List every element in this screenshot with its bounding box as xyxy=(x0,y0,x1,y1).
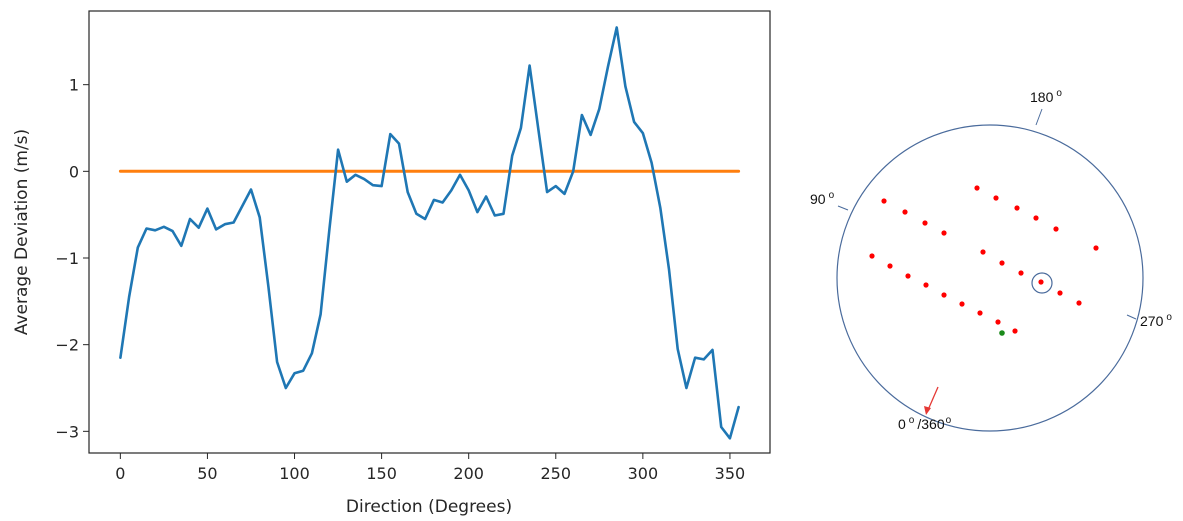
measurement-dot xyxy=(999,260,1005,266)
measurement-dot xyxy=(1093,245,1099,251)
measurement-dot xyxy=(977,310,983,316)
tick-270-leader xyxy=(1126,314,1137,320)
measurement-dot xyxy=(1076,300,1082,306)
x-axis-ticks: 0 50 100 150 200 250 300 350 xyxy=(115,453,745,483)
x-tick-label: 350 xyxy=(715,464,746,483)
y-axis-ticks: 1 0 −1 −2 −3 xyxy=(55,76,89,441)
y-tick-label: −1 xyxy=(55,249,79,268)
measurement-dot xyxy=(1012,328,1018,334)
measurement-dot xyxy=(995,319,1001,325)
measurement-dot xyxy=(887,263,893,269)
measurement-dot xyxy=(922,220,928,226)
x-tick-label: 0 xyxy=(115,464,125,483)
direction-arrow-icon xyxy=(924,386,939,415)
measurement-dot xyxy=(959,301,965,307)
measurement-dot xyxy=(993,195,999,201)
label-0-value: 0 xyxy=(898,416,906,432)
measurement-points xyxy=(869,185,1099,336)
tick-90-leader xyxy=(837,205,849,211)
label-270-value: 270 xyxy=(1140,313,1164,329)
tick-180-leader xyxy=(1035,108,1043,126)
measurement-dot xyxy=(1018,270,1024,276)
measurement-dot xyxy=(905,273,911,279)
x-tick-label: 300 xyxy=(628,464,659,483)
measurement-dot xyxy=(980,249,986,255)
y-tick-label: 1 xyxy=(69,76,79,95)
label-180-degree: o xyxy=(1056,88,1062,99)
measurement-dot xyxy=(974,185,980,191)
label-180: 180 o xyxy=(1030,88,1062,105)
label-180-value: 180 xyxy=(1030,89,1054,105)
deviation-line-chart: 0 50 100 150 200 250 300 350 1 0 −1 −2 −3 Direction… xyxy=(12,10,771,517)
x-tick-label: 200 xyxy=(453,464,484,483)
direction-compass-diagram: 180 o 90 o 270 o 0 o/360o xyxy=(810,88,1172,432)
y-tick-label: −2 xyxy=(55,336,79,355)
label-90: 90 o xyxy=(810,190,835,207)
y-axis-label: Average Deviation (m/s) xyxy=(12,129,32,335)
label-360-value: /360 xyxy=(917,416,944,432)
highlighted-dot xyxy=(999,330,1005,336)
y-tick-label: −3 xyxy=(55,422,79,441)
series-line-deviation xyxy=(119,26,740,440)
x-tick-label: 100 xyxy=(279,464,310,483)
measurement-dot xyxy=(869,253,875,259)
y-tick-label: 0 xyxy=(69,162,79,181)
x-axis-label: Direction (Degrees) xyxy=(346,497,512,517)
measurement-dot xyxy=(941,230,947,236)
selected-point-ring xyxy=(1031,272,1053,294)
measurement-dot xyxy=(1053,226,1059,232)
measurement-dot xyxy=(881,198,887,204)
measurement-dot xyxy=(1014,205,1020,211)
x-tick-label: 150 xyxy=(366,464,397,483)
label-90-degree: o xyxy=(829,190,835,201)
label-0-360: 0 o/360o xyxy=(898,415,952,432)
label-360-degree: o xyxy=(946,415,952,426)
label-270: 270 o xyxy=(1140,312,1172,329)
measurement-dot xyxy=(1038,279,1044,285)
measurement-dot xyxy=(1033,215,1039,221)
x-tick-label: 50 xyxy=(197,464,217,483)
series-layer xyxy=(118,26,741,440)
measurement-dot xyxy=(941,292,947,298)
measurement-dot xyxy=(902,209,908,215)
label-90-value: 90 xyxy=(810,191,826,207)
measurement-dot xyxy=(923,282,929,288)
label-0-degree: o xyxy=(909,415,915,426)
x-tick-label: 250 xyxy=(540,464,571,483)
plot-frame xyxy=(88,10,771,454)
compass-ring xyxy=(836,124,1144,432)
measurement-dot xyxy=(1057,290,1063,296)
label-270-degree: o xyxy=(1166,312,1172,323)
